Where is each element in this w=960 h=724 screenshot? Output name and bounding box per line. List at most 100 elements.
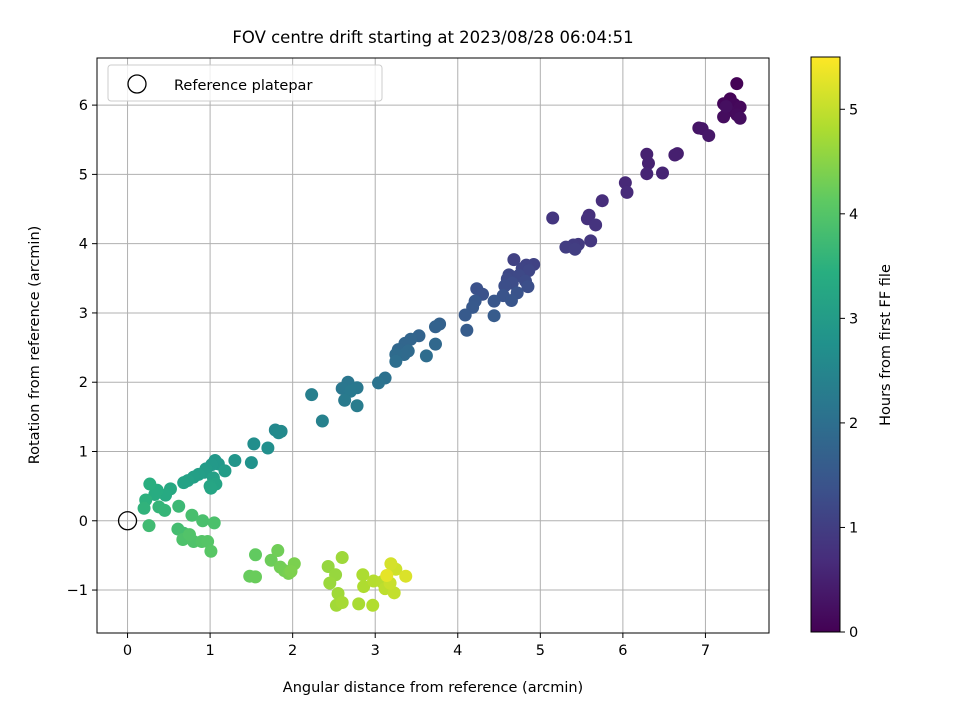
colorbar-tick-label: 5 xyxy=(849,102,858,118)
data-point xyxy=(204,481,218,495)
data-point xyxy=(595,194,609,208)
data-point xyxy=(521,280,535,294)
y-tick-label: 3 xyxy=(79,306,88,322)
data-point xyxy=(389,354,403,368)
data-point xyxy=(428,337,442,351)
data-point xyxy=(357,580,371,594)
x-tick-label: 7 xyxy=(701,643,710,659)
data-point xyxy=(507,253,521,267)
data-point xyxy=(182,528,196,542)
data-point xyxy=(717,110,731,124)
data-point xyxy=(321,559,335,573)
colorbar-tick-label: 0 xyxy=(849,625,858,641)
data-point xyxy=(335,596,349,610)
data-point xyxy=(384,557,398,571)
x-tick-label: 2 xyxy=(288,643,297,659)
data-point xyxy=(618,176,632,190)
data-point xyxy=(172,499,186,513)
legend-reference-marker xyxy=(127,74,147,94)
x-tick-label: 1 xyxy=(205,643,214,659)
colorbar-tick-label: 4 xyxy=(849,207,858,223)
data-point xyxy=(207,516,221,530)
legend-reference-label: Reference platepar xyxy=(174,78,312,94)
data-point xyxy=(546,211,560,225)
data-point xyxy=(204,544,218,558)
x-tick-label: 0 xyxy=(123,643,132,659)
data-point xyxy=(504,293,518,307)
x-axis-ticks: 0 1 2 3 4 5 6 7 xyxy=(123,633,710,659)
data-point xyxy=(487,309,501,323)
data-point xyxy=(305,388,319,402)
data-point xyxy=(419,349,433,363)
data-point xyxy=(719,99,733,113)
x-tick-label: 5 xyxy=(536,643,545,659)
data-point xyxy=(177,476,191,490)
y-tick-label: 0 xyxy=(79,514,88,530)
data-point xyxy=(656,166,670,180)
data-point xyxy=(261,441,275,455)
x-axis-label: Angular distance from reference (arcmin) xyxy=(283,680,583,696)
data-point xyxy=(264,553,278,567)
data-point xyxy=(323,576,337,590)
data-point xyxy=(387,586,401,600)
data-point xyxy=(668,148,682,162)
data-point xyxy=(137,501,151,515)
data-point xyxy=(142,519,156,533)
data-point xyxy=(733,111,747,125)
y-axis-ticks: −1 0 1 2 3 4 5 6 xyxy=(67,98,97,599)
chart-title: FOV centre drift starting at 2023/08/28 … xyxy=(232,28,633,47)
data-point xyxy=(249,570,263,584)
data-point xyxy=(702,129,716,143)
data-point xyxy=(498,279,512,293)
data-point xyxy=(730,77,744,91)
data-point xyxy=(380,569,394,582)
data-point xyxy=(315,414,329,428)
colorbar-ticks: 0 1 2 3 4 5 xyxy=(840,102,858,641)
data-point xyxy=(487,294,501,308)
reference-point-marker xyxy=(117,511,138,531)
plot-frame xyxy=(96,57,770,634)
data-point xyxy=(458,308,472,322)
x-tick-label: 3 xyxy=(371,643,380,659)
data-point xyxy=(143,477,157,491)
data-point xyxy=(589,218,603,232)
colorbar-tick-label: 3 xyxy=(849,311,858,327)
data-point xyxy=(352,597,366,611)
data-point xyxy=(460,323,474,337)
data-point xyxy=(244,456,258,470)
data-point xyxy=(335,550,349,564)
data-point xyxy=(271,544,285,558)
y-tick-label: 6 xyxy=(79,98,88,114)
data-point xyxy=(640,167,654,181)
data-point xyxy=(185,508,199,522)
data-point xyxy=(249,548,263,562)
y-axis-label: Rotation from reference (arcmin) xyxy=(27,226,43,465)
colorbar-label: Hours from first FF file xyxy=(878,264,894,426)
colorbar-tick-label: 1 xyxy=(849,520,858,536)
data-point xyxy=(356,568,370,582)
data-point xyxy=(522,264,536,278)
y-tick-label: 2 xyxy=(79,375,88,391)
data-point xyxy=(218,464,232,478)
colorbar-gradient xyxy=(810,56,841,633)
data-point xyxy=(338,393,352,407)
x-tick-label: 4 xyxy=(453,643,462,659)
data-point xyxy=(366,598,380,612)
data-point xyxy=(247,437,261,451)
colorbar: 0 1 2 3 4 5 Hours from first FF file xyxy=(810,56,894,641)
y-tick-label: 1 xyxy=(79,444,88,460)
data-point xyxy=(272,426,286,440)
data-point xyxy=(350,399,364,413)
data-point xyxy=(372,376,386,390)
data-point xyxy=(641,156,655,170)
y-tick-label: −1 xyxy=(67,583,88,599)
y-tick-label: 5 xyxy=(79,167,88,183)
data-point xyxy=(428,320,442,334)
data-point xyxy=(228,454,242,467)
y-tick-label: 4 xyxy=(79,237,88,253)
data-point xyxy=(158,503,172,517)
legend-box xyxy=(107,64,383,102)
data-point xyxy=(399,569,413,583)
